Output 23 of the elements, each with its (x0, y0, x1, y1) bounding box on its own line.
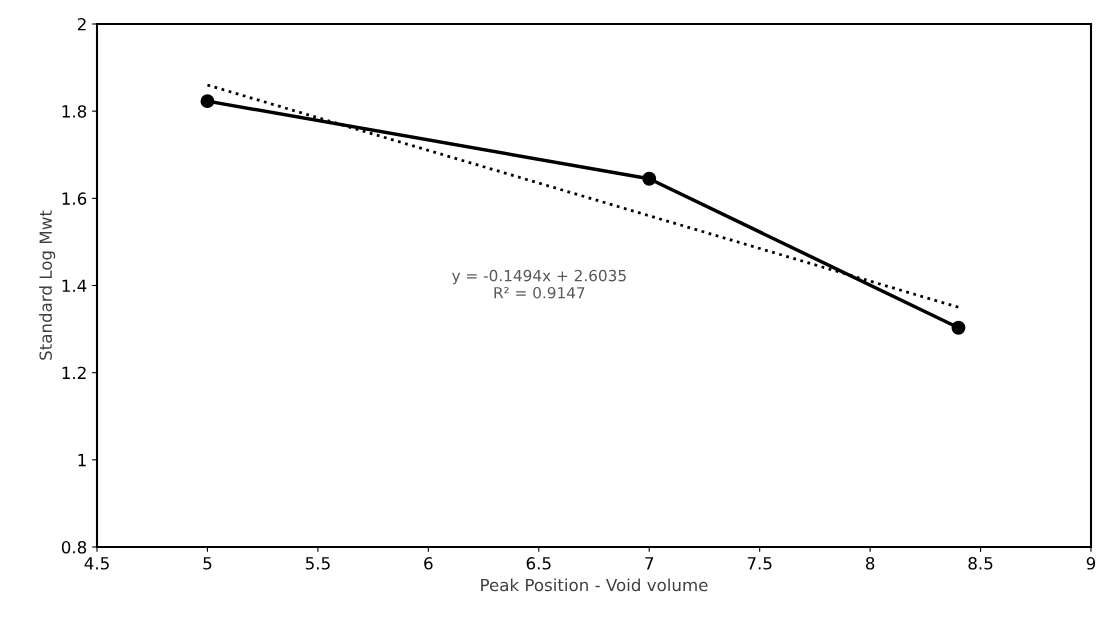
x-tick-label: 6 (424, 557, 433, 570)
y-axis-title: Standard Log Mwt (39, 210, 56, 360)
x-tick-label: 4.5 (84, 557, 109, 570)
y-tick-label: 1 (78, 454, 86, 467)
x-tick-label: 8.5 (968, 557, 993, 570)
x-tick-label: 5.5 (305, 557, 330, 570)
x-tick-label: 7.5 (747, 557, 772, 570)
y-tick-label: 1.4 (62, 279, 87, 292)
annotation: y = -0.1494x + 2.6035 R² = 0.9147 (452, 269, 626, 299)
point (200, 94, 215, 109)
y-tick-label: 0.8 (61, 540, 87, 554)
x-axis-title: Peak Position - Void volume (481, 578, 708, 592)
y-tick-label: 2 (77, 17, 86, 31)
y-tick-label: 1.8 (62, 105, 87, 118)
x-tick-label: 8 (865, 557, 875, 570)
y-tick-label: 1.2 (62, 366, 86, 379)
x-tick-label: 6.5 (526, 557, 551, 570)
x-tick-label: 9 (1086, 557, 1096, 570)
x-tick-label: 7 (645, 557, 654, 570)
y-tick-label: 1.6 (62, 192, 87, 205)
point (951, 320, 966, 335)
point (642, 171, 657, 186)
x-tick-label: 5 (203, 557, 212, 570)
